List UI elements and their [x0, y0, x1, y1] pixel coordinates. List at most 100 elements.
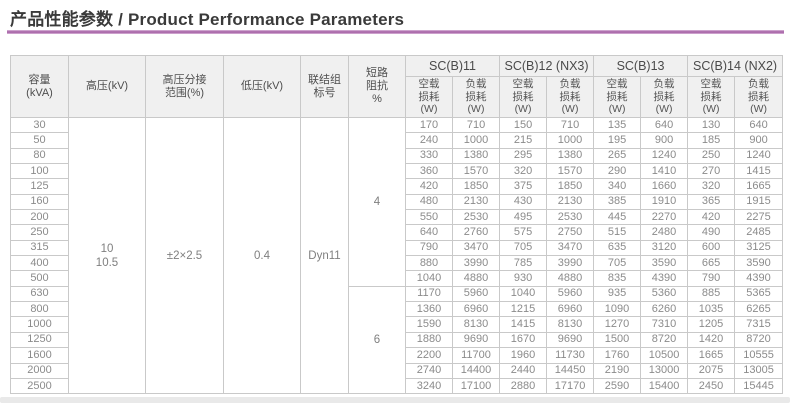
capacity-cell: 100: [10, 163, 69, 180]
load-loss-cell: 5960: [546, 285, 595, 303]
table-row: 50 240 1000 215 1000 195 900 185 900: [10, 132, 784, 149]
capacity-cell: 80: [10, 147, 69, 165]
group-header-scb11: SC(B)11: [404, 55, 501, 77]
capacity-cell: 1250: [10, 331, 69, 349]
no-load-loss-cell: 2880: [499, 377, 548, 395]
no-load-loss-cell: 790: [687, 270, 736, 287]
no-load-loss-cell: 665: [687, 255, 736, 272]
impedance-cell: 6: [348, 285, 406, 395]
load-loss-cell: 2275: [734, 209, 784, 226]
no-load-loss-cell: 250: [687, 147, 736, 165]
load-loss-cell: 900: [734, 132, 784, 149]
load-loss-cell: 6260: [640, 301, 689, 318]
no-load-loss-cell: 375: [499, 178, 548, 195]
no-load-loss-cell: 150: [499, 116, 548, 134]
impedance-cell: 4: [348, 117, 406, 287]
table-row: 400 880 3990 785 3990 705 3590 665 3590: [10, 255, 784, 272]
load-loss-cell: 5360: [640, 285, 689, 303]
capacity-cell: 125: [10, 178, 69, 195]
no-load-loss-cell: 935: [593, 285, 642, 303]
table-row: 1000 1590 8130 1415 8130 1270 7310 1205 7315: [10, 316, 784, 333]
no-load-loss-cell: 705: [593, 255, 642, 272]
capacity-cell: 50: [10, 132, 69, 149]
no-load-loss-cell: 240: [405, 132, 453, 149]
load-loss-cell: 10555: [734, 347, 784, 364]
load-loss-cell: 1415: [734, 163, 784, 180]
no-load-loss-cell: 3240: [405, 377, 453, 395]
no-load-loss-cell: 880: [405, 255, 453, 272]
col-header-hv: 高压(kV): [68, 55, 146, 118]
no-load-loss-cell: 2450: [687, 377, 736, 395]
no-load-loss-cell: 635: [593, 239, 642, 257]
load-loss-cell: 17170: [546, 377, 595, 395]
col-header-vector-group: 联结组 标号: [300, 55, 349, 118]
load-loss-cell: 6265: [734, 301, 784, 318]
table-body: 30 10 10.5 ±2×2.5 0.4 Dyn11 4 170 710 150 710 135 6…: [10, 116, 784, 395]
no-load-loss-cell: 1360: [405, 301, 453, 318]
capacity-cell: 400: [10, 255, 69, 272]
title-underline: [7, 30, 784, 34]
no-load-loss-cell: 320: [499, 163, 548, 180]
load-loss-cell: 710: [546, 116, 595, 134]
capacity-cell: 800: [10, 301, 69, 318]
no-load-loss-cell: 1215: [499, 301, 548, 318]
no-load-loss-cell: 575: [499, 224, 548, 241]
no-load-loss-cell: 290: [593, 163, 642, 180]
load-loss-cell: 1665: [734, 178, 784, 195]
load-loss-cell: 1915: [734, 193, 784, 211]
load-loss-cell: 3120: [640, 239, 689, 257]
no-load-loss-cell: 185: [687, 132, 736, 149]
no-load-loss-cell: 600: [687, 239, 736, 257]
load-loss-cell: 710: [451, 116, 501, 134]
load-loss-cell: 3590: [734, 255, 784, 272]
load-loss-cell: 5365: [734, 285, 784, 303]
no-load-loss-cell: 295: [499, 147, 548, 165]
no-load-loss-cell: 420: [405, 178, 453, 195]
load-loss-cell: 2480: [640, 224, 689, 241]
load-loss-cell: 1410: [640, 163, 689, 180]
no-load-loss-cell: 170: [405, 116, 453, 134]
capacity-cell: 1600: [10, 347, 69, 364]
subheader-load-scb12: 负载 损耗 (W): [546, 76, 595, 118]
capacity-cell: 2500: [10, 377, 69, 395]
no-load-loss-cell: 320: [687, 178, 736, 195]
load-loss-cell: 1000: [451, 132, 501, 149]
load-loss-cell: 1570: [546, 163, 595, 180]
load-loss-cell: 4390: [734, 270, 784, 287]
no-load-loss-cell: 1590: [405, 316, 453, 333]
table-row: 160 480 2130 430 2130 385 1910 365 1915: [10, 193, 784, 211]
load-loss-cell: 4390: [640, 270, 689, 287]
no-load-loss-cell: 490: [687, 224, 736, 241]
load-loss-cell: 1570: [451, 163, 501, 180]
no-load-loss-cell: 1040: [499, 285, 548, 303]
no-load-loss-cell: 385: [593, 193, 642, 211]
col-header-tap-range: 高压分接 范围(%): [145, 55, 224, 118]
no-load-loss-cell: 215: [499, 132, 548, 149]
capacity-cell: 30: [10, 116, 69, 134]
no-load-loss-cell: 835: [593, 270, 642, 287]
load-loss-cell: 3470: [546, 239, 595, 257]
load-loss-cell: 1380: [546, 147, 595, 165]
load-loss-cell: 8130: [546, 316, 595, 333]
load-loss-cell: 1240: [734, 147, 784, 165]
load-loss-cell: 640: [640, 116, 689, 134]
load-loss-cell: 8720: [640, 331, 689, 349]
table-row: 100 360 1570 320 1570 290 1410 270 1415: [10, 163, 784, 180]
load-loss-cell: 1660: [640, 178, 689, 195]
load-loss-cell: 13000: [640, 362, 689, 379]
load-loss-cell: 9690: [451, 331, 501, 349]
no-load-loss-cell: 2740: [405, 362, 453, 379]
no-load-loss-cell: 195: [593, 132, 642, 149]
no-load-loss-cell: 130: [687, 116, 736, 134]
load-loss-cell: 9690: [546, 331, 595, 349]
capacity-cell: 2000: [10, 362, 69, 379]
load-loss-cell: 8130: [451, 316, 501, 333]
no-load-loss-cell: 330: [405, 147, 453, 165]
load-loss-cell: 900: [640, 132, 689, 149]
table-row: 1250 1880 9690 1670 9690 1500 8720 1420 8720: [10, 331, 784, 349]
table-row: 2500 3240 17100 2880 17170 2590 15400 2450 15445: [10, 377, 784, 395]
no-load-loss-cell: 430: [499, 193, 548, 211]
no-load-loss-cell: 1205: [687, 316, 736, 333]
load-loss-cell: 4880: [451, 270, 501, 287]
